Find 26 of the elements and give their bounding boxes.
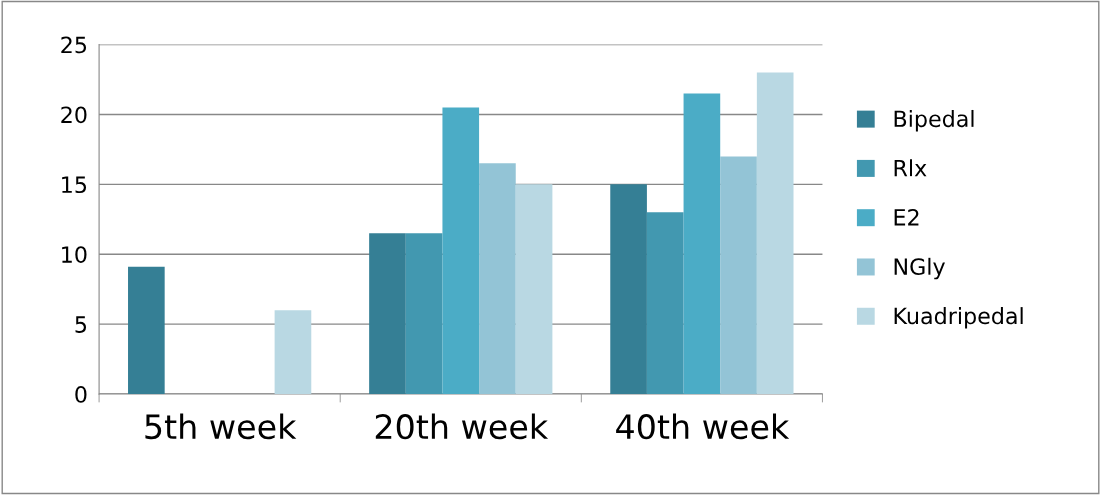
legend-label: Rlx — [894, 159, 927, 177]
legend-label: Bipedal — [894, 109, 974, 132]
x-tick-label: 20th week — [375, 413, 549, 440]
bar — [646, 212, 684, 395]
x-tick-label: 5th week — [145, 413, 297, 440]
y-tick-label: 15 — [62, 176, 87, 194]
legend-label: Kuadripedal — [894, 307, 1023, 329]
legend-label: E2 — [894, 208, 919, 226]
y-tick-label: 20 — [61, 106, 87, 124]
bar — [479, 163, 516, 395]
y-tick-label: 25 — [61, 36, 87, 54]
bar — [405, 233, 443, 395]
bar — [756, 72, 794, 395]
y-tick-label: 0 — [75, 385, 87, 403]
x-tick-label: 40th week — [616, 413, 790, 440]
legend-label: NGly — [894, 257, 945, 280]
bar — [683, 93, 721, 395]
bar — [369, 233, 406, 395]
bar — [274, 310, 312, 395]
bar — [610, 184, 647, 395]
bar — [515, 184, 553, 395]
bar — [128, 266, 165, 395]
bar — [720, 156, 757, 395]
y-tick-label: 5 — [75, 316, 87, 333]
bar — [442, 107, 480, 395]
y-tick-label: 10 — [62, 246, 87, 263]
